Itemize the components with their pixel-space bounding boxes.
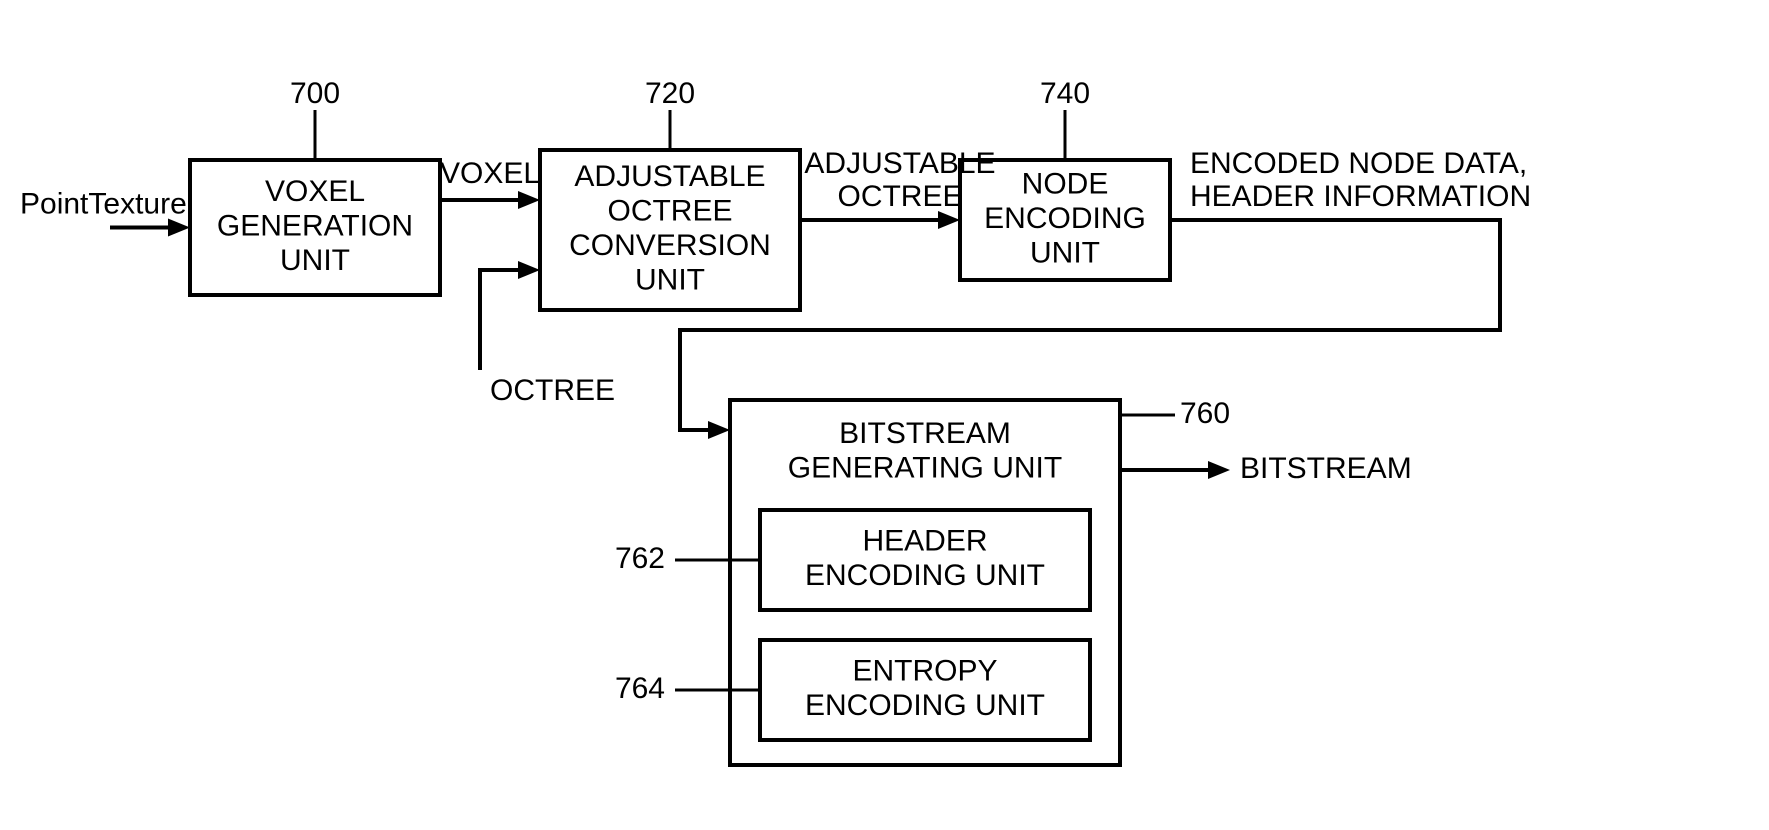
entropy-encoding-unit-box-label: ENCODING UNIT (805, 689, 1045, 722)
svg-text:GENERATING UNIT: GENERATING UNIT (788, 451, 1062, 484)
svg-text:VOXEL: VOXEL (440, 157, 540, 190)
voxel-gen-box-label: VOXEL (265, 175, 365, 208)
svg-text:762: 762 (615, 542, 665, 575)
svg-text:720: 720 (645, 77, 695, 110)
entropy-encoding-unit-box-label: ENTROPY (852, 655, 997, 688)
node-enc-box-label: UNIT (1030, 236, 1100, 269)
octree-conv-box: ADJUSTABLEOCTREECONVERSIONUNIT (540, 150, 800, 310)
voxel-gen-box-label: UNIT (280, 244, 350, 277)
octree-conv-box-label: OCTREE (607, 195, 732, 228)
svg-text:ENCODED NODE DATA,: ENCODED NODE DATA, (1190, 147, 1527, 180)
octree-conv-box-label: ADJUSTABLE (574, 160, 765, 193)
node-enc-box-label: NODE (1022, 167, 1109, 200)
svg-text:740: 740 (1040, 77, 1090, 110)
svg-text:BITSTREAM: BITSTREAM (839, 417, 1011, 450)
header-encoding-unit-box-label: ENCODING UNIT (805, 559, 1045, 592)
voxel-gen-box-label: GENERATION (217, 209, 413, 242)
octree-conv-box-label: CONVERSION (569, 229, 771, 262)
svg-text:764: 764 (615, 672, 665, 705)
octree-conv-box-label: UNIT (635, 264, 705, 297)
svg-text:PointTexture: PointTexture (20, 187, 187, 220)
svg-text:ADJUSTABLE: ADJUSTABLE (804, 147, 995, 180)
svg-text:700: 700 (290, 77, 340, 110)
svg-text:760: 760 (1180, 397, 1230, 430)
svg-text:OCTREE: OCTREE (837, 180, 962, 213)
node-enc-box-label: ENCODING (984, 202, 1146, 235)
header-encoding-unit-box-label: HEADER (862, 525, 987, 558)
voxel-gen-box: VOXELGENERATIONUNIT (190, 160, 440, 295)
svg-text:HEADER INFORMATION: HEADER INFORMATION (1190, 180, 1531, 213)
header-encoding-unit-box: HEADERENCODING UNIT (760, 510, 1090, 610)
svg-text:BITSTREAM: BITSTREAM (1240, 452, 1412, 485)
entropy-encoding-unit-box: ENTROPYENCODING UNIT (760, 640, 1090, 740)
svg-text:OCTREE: OCTREE (490, 374, 615, 407)
